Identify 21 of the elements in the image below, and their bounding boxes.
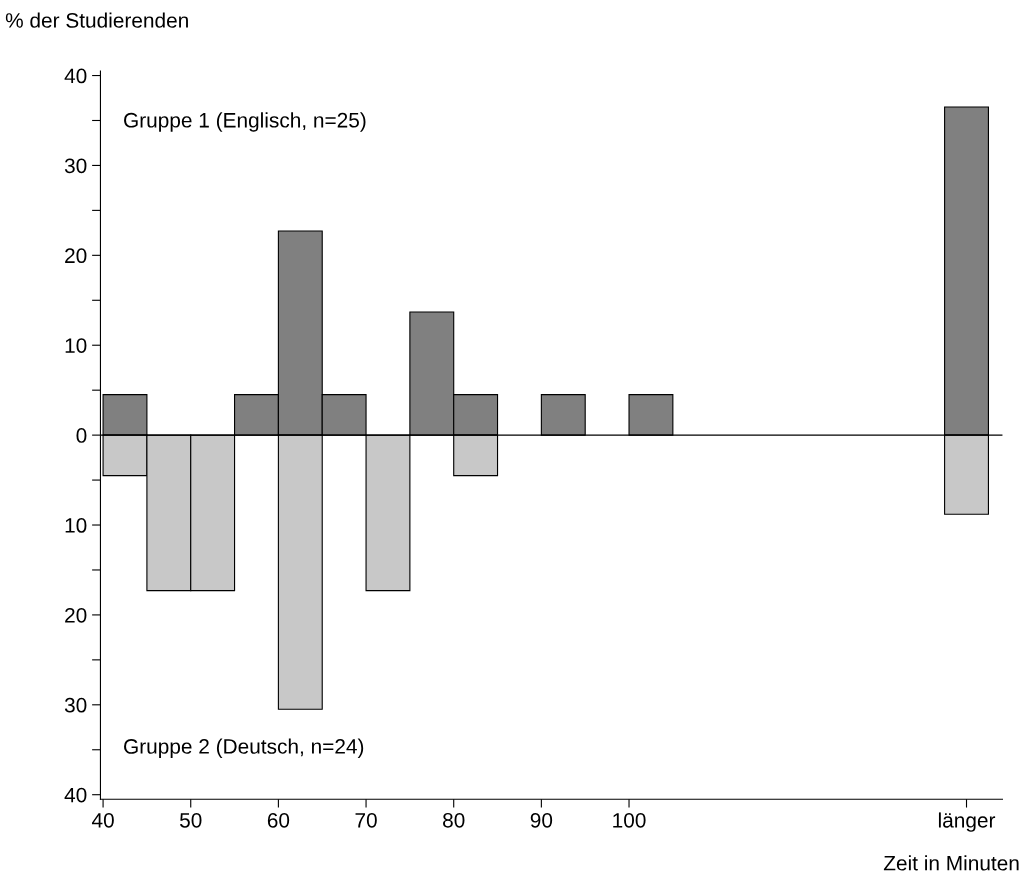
x-tick-label: 100 (613, 812, 646, 828)
x-axis-title: Zeit in Minuten (883, 855, 1019, 871)
y-tick-label: 10 (65, 518, 87, 533)
y-axis-title: % der Studierenden (5, 12, 188, 28)
x-tick-label: 40 (91, 812, 114, 828)
y-tick-label: 20 (65, 607, 87, 623)
y-tick-label: 30 (64, 158, 87, 174)
y-tick-label: 40 (64, 787, 87, 803)
y-tick-label: 40 (64, 68, 87, 84)
annotation: Gruppe 1 (Englisch, n=25) (124, 112, 366, 132)
x-tick-label: länger (938, 812, 996, 832)
annotation: Gruppe 2 (Deutsch, n=24) (124, 738, 364, 758)
x-tick-label: 90 (530, 812, 553, 828)
x-tick-label: 50 (179, 812, 202, 828)
y-tick-label: 20 (65, 248, 87, 264)
x-tick-label: 60 (267, 812, 290, 828)
y-tick-label: 0 (76, 428, 87, 443)
x-tick-label: 80 (443, 812, 465, 828)
y-tick-label: 10 (65, 338, 87, 353)
x-tick-label: 70 (355, 812, 377, 828)
y-tick-label: 30 (64, 697, 87, 713)
